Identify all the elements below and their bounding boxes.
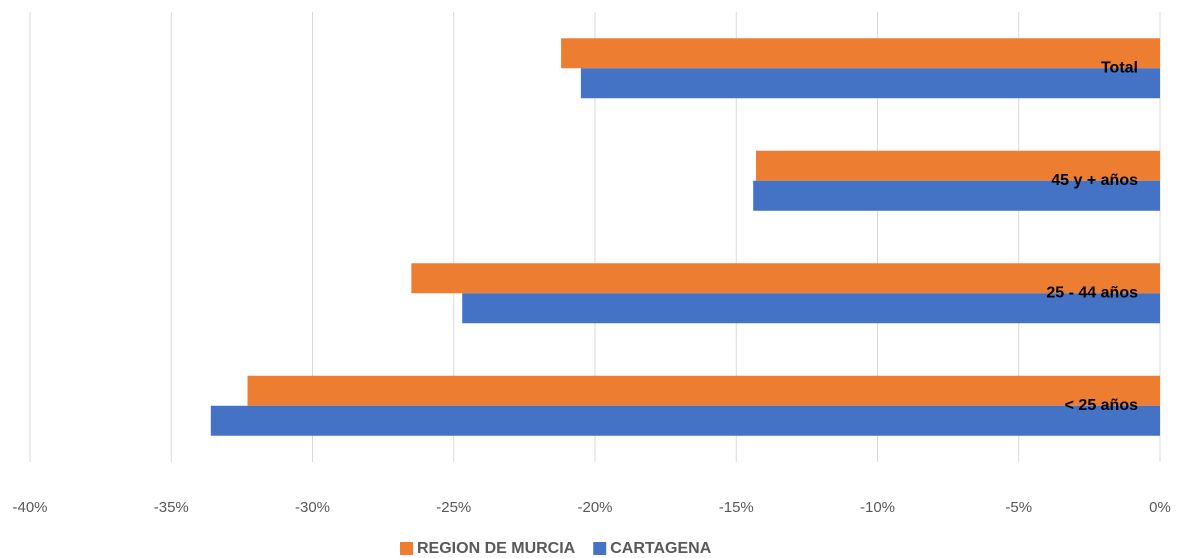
legend-swatch (400, 542, 413, 555)
x-tick-label: 0% (1149, 499, 1171, 516)
x-tick-label: -15% (719, 499, 754, 516)
x-tick-label: -5% (1005, 499, 1032, 516)
legend-label: REGION DE MURCIA (417, 540, 576, 557)
x-tick-label: -40% (12, 499, 47, 516)
x-tick-label: -10% (860, 499, 895, 516)
bar (247, 375, 1160, 406)
category-label: 45 y + años (1051, 172, 1138, 189)
x-tick-label: -25% (436, 499, 471, 516)
category-label: 25 - 44 años (1046, 284, 1138, 301)
legend-label: CARTAGENA (610, 540, 711, 557)
x-tick-label: -35% (154, 499, 189, 516)
legend-swatch (593, 542, 607, 555)
bar (756, 150, 1160, 181)
x-tick-label: -30% (295, 499, 330, 516)
bar (210, 405, 1161, 436)
bar (411, 263, 1160, 294)
bar (462, 293, 1161, 324)
category-label: Total (1101, 59, 1138, 76)
bar (753, 180, 1160, 211)
bar (580, 68, 1160, 99)
bar (561, 38, 1160, 69)
category-label: < 25 años (1065, 397, 1138, 414)
x-tick-label: -20% (577, 499, 612, 516)
